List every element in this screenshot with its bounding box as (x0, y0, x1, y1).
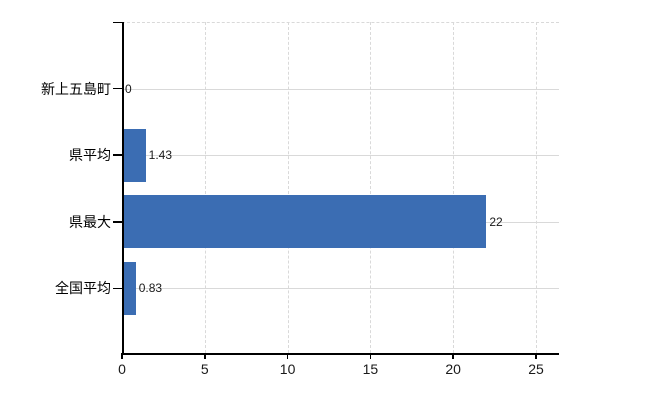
value-label: 0.83 (138, 281, 163, 296)
gridline-row (122, 155, 559, 157)
gridline-x-10 (287, 22, 289, 353)
category-label: 全国平均 (55, 280, 111, 297)
gridline-top (122, 22, 559, 23)
gridline-x-25 (536, 22, 537, 353)
x-axis-tick (535, 353, 537, 359)
value-label: 22 (489, 214, 503, 229)
y-axis-tick (113, 154, 122, 156)
x-tick-label: 5 (200, 361, 209, 377)
gridline-x-20 (453, 22, 455, 353)
bar (122, 128, 146, 182)
x-tick-label: 0 (118, 361, 126, 377)
y-axis-tick (113, 221, 122, 223)
x-tick-label: 20 (445, 361, 461, 377)
y-axis-tick (113, 21, 122, 23)
x-axis-tick (121, 353, 123, 359)
value-label: 0 (125, 81, 132, 96)
value-label: 1.43 (148, 148, 173, 163)
gridline-x-5 (204, 22, 206, 353)
y-axis-line (122, 22, 124, 353)
gridline-row (122, 88, 559, 90)
category-label: 県平均 (69, 147, 111, 164)
bar (122, 261, 136, 315)
category-label: 新上五島町 (41, 80, 111, 97)
y-axis-tick (113, 87, 122, 90)
x-axis-tick (286, 353, 289, 359)
bar (122, 195, 487, 249)
x-tick-label: 10 (279, 361, 296, 377)
gridline-row (122, 288, 559, 290)
x-tick-label: 15 (362, 361, 379, 377)
y-axis-tick (113, 287, 122, 290)
category-label: 県最大 (69, 213, 111, 230)
x-axis-line (122, 353, 559, 355)
x-axis-tick (369, 353, 372, 359)
x-tick-label: 25 (528, 361, 544, 377)
x-axis-tick (452, 353, 454, 359)
x-axis-tick (204, 353, 206, 359)
gridline-x-15 (370, 22, 372, 353)
